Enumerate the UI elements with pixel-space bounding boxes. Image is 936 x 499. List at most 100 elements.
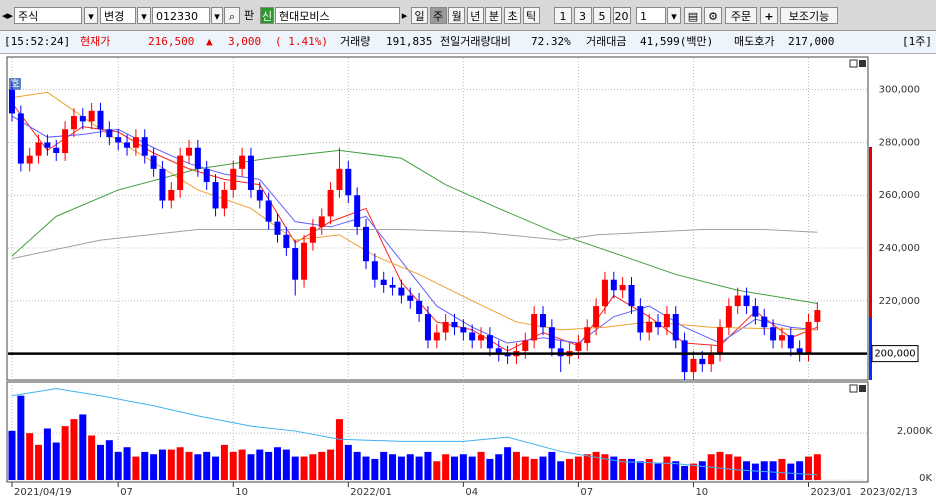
- candle-body: [203, 168, 210, 183]
- candle-body: [62, 129, 69, 154]
- period-button[interactable]: 주: [429, 7, 447, 24]
- volume-bar: [601, 454, 609, 480]
- change-button[interactable]: 변경: [100, 7, 136, 24]
- period-button[interactable]: 5: [593, 7, 611, 24]
- settings-icon[interactable]: ⚙: [704, 7, 722, 24]
- volume-bar: [335, 419, 343, 480]
- panel-icon[interactable]: [859, 385, 866, 392]
- period-button[interactable]: 월: [448, 7, 466, 24]
- volume-bar: [389, 454, 397, 480]
- volume-bar: [734, 456, 742, 480]
- pan-label: 판: [243, 9, 255, 22]
- candle-body: [699, 358, 706, 365]
- search[interactable]: ⌕: [224, 7, 240, 24]
- volume-bar: [521, 456, 529, 480]
- volume-bar: [619, 458, 627, 480]
- candle-body: [778, 335, 785, 341]
- candle-body: [247, 155, 254, 190]
- market-select[interactable]: 주식: [14, 7, 82, 24]
- save-icon[interactable]: ▤: [684, 7, 702, 24]
- chart-icon: 호: [10, 78, 19, 90]
- volume-bar: [539, 456, 547, 480]
- candle-body: [770, 327, 777, 341]
- volume-bar: [70, 419, 78, 480]
- add-button[interactable]: +: [760, 7, 778, 24]
- candle-body: [283, 234, 290, 249]
- candle-body: [575, 343, 582, 351]
- candle-body: [301, 242, 308, 280]
- volume-bar: [628, 458, 635, 480]
- period-button[interactable]: 일: [411, 7, 428, 24]
- panel-icon[interactable]: [849, 59, 858, 68]
- candle-body: [363, 226, 369, 262]
- period-button[interactable]: 년: [466, 7, 484, 24]
- name-field[interactable]: 현대모비스: [275, 7, 400, 24]
- count-input[interactable]: 1: [636, 7, 666, 24]
- dropdown[interactable]: ▾: [667, 7, 681, 24]
- volume-bar: [504, 447, 512, 480]
- dropdown[interactable]: ▾: [211, 7, 223, 24]
- y-tick-label: 240,000: [879, 243, 920, 254]
- volume-bar: [52, 442, 60, 480]
- y-tick-label: 260,000: [879, 190, 920, 201]
- volume-bar: [459, 454, 467, 480]
- volume-bar: [212, 456, 220, 480]
- volume-bar: [495, 454, 503, 480]
- order-button[interactable]: 주문: [725, 7, 757, 24]
- ask-label: 매도호가: [734, 35, 775, 48]
- volume-bar: [256, 449, 264, 480]
- volume-tick-label: 2,000K: [897, 426, 933, 437]
- candle-body: [743, 295, 750, 307]
- candle-body: [132, 137, 139, 148]
- panel-icon[interactable]: [849, 384, 858, 393]
- period-button[interactable]: 초: [504, 7, 521, 24]
- price: 216,500: [148, 35, 195, 48]
- volume-bar: [176, 447, 184, 480]
- candle-body: [44, 142, 51, 148]
- aux-button[interactable]: 보조기능: [780, 7, 838, 24]
- arrows[interactable]: ◂▸: [2, 9, 14, 22]
- candle-body: [274, 221, 281, 235]
- candle-body: [424, 314, 431, 341]
- unit: [1주]: [902, 35, 932, 48]
- candle-body: [663, 314, 670, 328]
- candle-body: [371, 261, 378, 280]
- volume-bar: [318, 451, 326, 480]
- volume-bar: [220, 444, 228, 480]
- volume-bar: [26, 433, 34, 480]
- volume-average: [11, 388, 818, 476]
- period-button[interactable]: 분: [485, 7, 503, 24]
- volume-bar: [43, 428, 51, 480]
- candle-body: [9, 89, 15, 114]
- volume-bar: [17, 395, 25, 480]
- volume-bar: [760, 461, 768, 480]
- volume-bar: [114, 451, 122, 480]
- new-badge: 신: [260, 7, 274, 24]
- period-button[interactable]: 20: [612, 7, 631, 24]
- code-input[interactable]: 012330: [152, 7, 210, 24]
- candle-body: [177, 155, 184, 190]
- dropdown[interactable]: ▾: [137, 7, 151, 24]
- candle-body: [70, 116, 77, 130]
- candle-body: [327, 189, 334, 217]
- candle-body: [26, 155, 33, 164]
- ratio-label: 전일거래량대비: [440, 35, 511, 48]
- period-button[interactable]: 3: [573, 7, 592, 24]
- period-button[interactable]: 틱: [522, 7, 540, 24]
- candle-body: [318, 216, 325, 227]
- candle-body: [557, 348, 564, 357]
- range-bar: [869, 147, 872, 318]
- volume-bar: [681, 465, 689, 480]
- period-button[interactable]: 1: [554, 7, 572, 24]
- candle-body: [309, 226, 316, 243]
- candle-body: [212, 182, 219, 209]
- ratio: 72.32%: [531, 35, 571, 48]
- volume-bar: [548, 451, 556, 480]
- volume-bar: [274, 447, 281, 480]
- candle-body: [17, 113, 24, 164]
- dropdown[interactable]: ▾: [84, 7, 98, 24]
- volume-bar: [150, 454, 158, 480]
- panel-icon[interactable]: [859, 60, 866, 67]
- play[interactable]: ▸: [401, 9, 408, 22]
